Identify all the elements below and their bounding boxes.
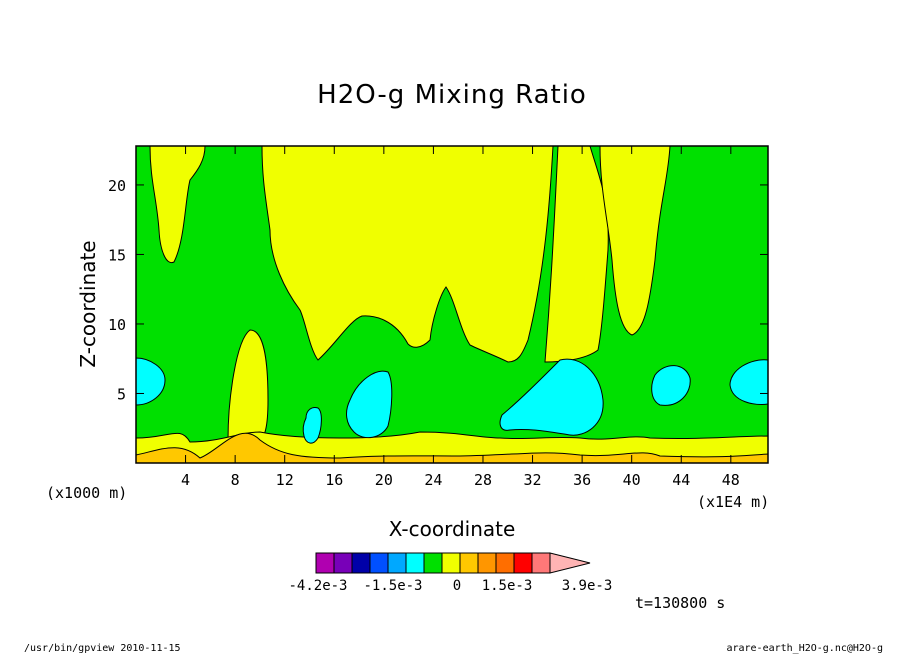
x-tick-label: 36 — [573, 471, 591, 489]
colorbar-swatch — [477, 552, 497, 574]
y-tick-label: 15 — [108, 246, 126, 264]
yellow-left-plume — [149, 145, 206, 264]
yellow-low-plume — [227, 329, 269, 441]
contour-fills — [135, 145, 769, 464]
cyan-edge-blob — [729, 359, 769, 405]
colorbar-swatch — [441, 552, 461, 574]
cyan-large-blob — [499, 358, 604, 436]
x-tick-label: 12 — [276, 471, 294, 489]
colorbar-swatch — [513, 552, 533, 574]
colorbar-label: 0 — [453, 578, 461, 594]
colorbar-label: 1.5e-3 — [482, 578, 533, 594]
yellow-upper-region — [261, 145, 554, 363]
y-tick-label: 10 — [108, 316, 126, 334]
x-tick-label: 16 — [325, 471, 343, 489]
colorbar-swatch — [333, 552, 353, 574]
cyan-right-blob — [651, 365, 691, 406]
colorbar-label: -4.2e-3 — [288, 578, 347, 594]
x-tick-label: 4 — [181, 471, 190, 489]
colorbar-arrow — [549, 552, 591, 574]
footer-right: arare-earth_H2O-g.nc@H2O-g — [726, 643, 883, 654]
x-axis-label: X-coordinate — [389, 517, 516, 541]
chart-title: H2O-g Mixing Ratio — [317, 80, 587, 110]
cyan-small-blob — [302, 407, 322, 444]
colorbar: -4.2e-3 -1.5e-3 0 1.5e-3 3.9e-3 — [288, 552, 613, 594]
y-tick-label: 20 — [108, 177, 126, 195]
x-tick-label: 48 — [722, 471, 740, 489]
orange-bottom-band — [135, 432, 769, 464]
x-axis-ticks: 4 8 12 16 20 24 28 32 36 40 44 48 — [181, 146, 740, 489]
x-tick-label: 28 — [474, 471, 492, 489]
colorbar-swatch — [531, 552, 551, 574]
colorbar-swatch — [405, 552, 425, 574]
x-tick-label: 8 — [231, 471, 240, 489]
colorbar-swatch — [387, 552, 407, 574]
y-axis-ticks: 5 10 15 20 — [108, 177, 768, 403]
x-tick-label: 44 — [672, 471, 690, 489]
x-tick-label: 40 — [623, 471, 641, 489]
colorbar-swatch — [351, 552, 371, 574]
x-tick-label: 24 — [424, 471, 442, 489]
colorbar-swatch — [495, 552, 515, 574]
colorbar-swatch — [315, 552, 335, 574]
yellow-right-plume — [599, 145, 671, 336]
x-scale-label: (x1E4 m) — [697, 493, 769, 511]
colorbar-swatch — [369, 552, 389, 574]
plot-frame — [135, 145, 769, 464]
x-tick-label: 20 — [375, 471, 393, 489]
footer-left: /usr/bin/gpview 2010-11-15 — [24, 643, 181, 654]
cyan-center-blob — [346, 370, 393, 439]
time-label: t=130800 s — [635, 594, 725, 612]
x-tick-label: 32 — [524, 471, 542, 489]
y-tick-label: 5 — [117, 385, 126, 403]
colorbar-swatch — [423, 552, 443, 574]
y-axis-label: Z-coordinate — [76, 240, 100, 367]
colorbar-label: 3.9e-3 — [562, 578, 613, 594]
y-scale-label: (x1000 m) — [46, 484, 127, 502]
colorbar-swatch — [459, 552, 479, 574]
colorbar-label: -1.5e-3 — [363, 578, 422, 594]
